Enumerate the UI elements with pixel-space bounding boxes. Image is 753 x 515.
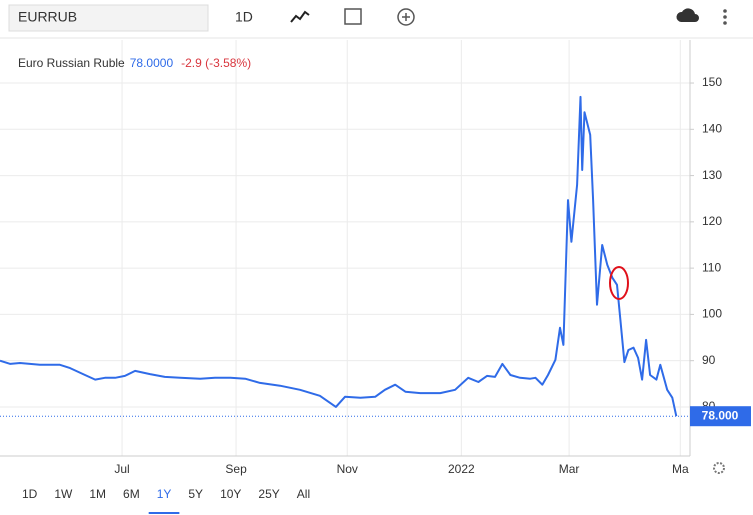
interval-button[interactable]: 1D — [235, 9, 253, 25]
range-button[interactable]: All — [297, 487, 310, 501]
symbol-input[interactable] — [8, 4, 209, 32]
range-button[interactable]: 10Y — [220, 487, 241, 501]
x-tick-label: Ma — [672, 462, 689, 476]
x-tick-label: 2022 — [448, 462, 475, 476]
legend-name: Euro Russian Ruble — [18, 56, 125, 70]
settings-icon[interactable] — [713, 462, 725, 474]
x-tick-label: Jul — [114, 462, 129, 476]
plus — [402, 13, 410, 21]
symbol: EURRUB — [18, 9, 77, 25]
y-tick-label: 110 — [702, 260, 721, 274]
y-tick-label: 130 — [702, 168, 722, 182]
y-tick-label: 100 — [702, 307, 722, 321]
y-tick-label: 150 — [702, 75, 722, 89]
range-button[interactable]: 1Y — [157, 487, 172, 501]
x-tick-label: Nov — [337, 462, 358, 476]
download-icon[interactable] — [676, 8, 699, 22]
menu-icon[interactable] — [723, 9, 727, 25]
range-button[interactable]: 6M — [123, 487, 140, 501]
x-tick-label: Mar — [559, 462, 580, 476]
x-tick-label: Sep — [225, 462, 247, 476]
range-button[interactable]: 25Y — [258, 487, 279, 501]
range-button[interactable]: 1M — [89, 487, 106, 501]
range-buttons: 1D 1W 1M 6M 1Y 5Y 10Y 25Y All — [22, 487, 310, 514]
calendar-icon[interactable] — [344, 8, 362, 25]
last-value-box — [690, 406, 751, 427]
highlight-circle — [609, 266, 629, 300]
price-line — [0, 95, 678, 417]
compare-icon[interactable] — [397, 8, 415, 26]
y-tick-label: 90 — [702, 353, 716, 367]
range-button[interactable]: 1W — [54, 487, 73, 501]
range-button[interactable]: 5Y — [188, 487, 203, 501]
chart-type-icon[interactable] — [290, 10, 310, 23]
y-tick-label: 140 — [702, 121, 722, 135]
quote-price: 78.0000 — [130, 56, 174, 70]
quote-change: -2.9 (-3.58%) — [181, 56, 251, 70]
y-tick-label: 120 — [702, 214, 722, 228]
last-value-label: 78.000 — [702, 408, 739, 422]
range-button[interactable]: 1D — [22, 487, 38, 501]
